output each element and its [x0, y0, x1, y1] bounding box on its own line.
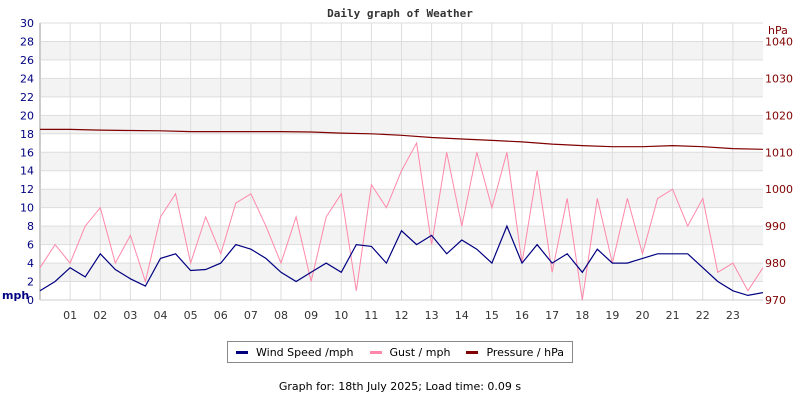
x-tick: 23 — [726, 309, 740, 322]
x-tick: 06 — [214, 309, 228, 322]
legend-swatch-wind — [236, 350, 248, 354]
x-tick: 19 — [605, 309, 619, 322]
x-tick: 16 — [515, 309, 529, 322]
legend-swatch-pressure — [466, 350, 479, 354]
y-tick-left: 8 — [27, 220, 34, 233]
y-tick-left: 28 — [20, 35, 34, 48]
legend-label: Pressure / hPa — [486, 345, 564, 359]
legend-label: Wind Speed /mph — [256, 345, 354, 359]
y-tick-right: 1020 — [765, 109, 793, 122]
y-tick-left: 20 — [20, 109, 34, 122]
y-axis-right-label: hPa — [768, 24, 788, 37]
series-line-gust — [39, 141, 764, 301]
y-tick-right: 990 — [765, 220, 786, 233]
x-tick: 12 — [395, 309, 409, 322]
y-tick-right: 1010 — [765, 146, 793, 159]
y-tick-left: 12 — [20, 183, 34, 196]
x-tick: 20 — [636, 309, 650, 322]
y-tick-left: 26 — [20, 54, 34, 67]
y-tick-left: 6 — [27, 239, 34, 252]
y-tick-left: 2 — [27, 276, 34, 289]
y-tick-right: 1030 — [765, 72, 793, 85]
legend-item-wind: Wind Speed /mph — [236, 346, 354, 359]
x-tick: 02 — [93, 309, 107, 322]
weather-chart: Daily graph of Weather 02468101214161820… — [2, 7, 793, 322]
chart-title: Daily graph of Weather — [327, 7, 473, 20]
x-tick: 08 — [274, 309, 288, 322]
legend-item-gust: Gust / mph — [369, 345, 451, 359]
x-tick: 03 — [123, 309, 137, 322]
y-tick-left: 18 — [20, 128, 34, 141]
x-tick: 17 — [545, 309, 559, 322]
x-tick: 04 — [154, 309, 168, 322]
y-tick-left: 14 — [20, 165, 34, 178]
x-tick: 18 — [575, 309, 589, 322]
x-tick: 07 — [244, 309, 258, 322]
x-tick: 15 — [485, 309, 499, 322]
legend-label: Gust / mph — [389, 345, 451, 359]
y-tick-right: 980 — [765, 257, 786, 270]
series-line-pressure — [40, 128, 764, 150]
footer-status: Graph for: 18th July 2025; Load time: 0.… — [278, 380, 522, 393]
legend-swatch-gust — [369, 350, 382, 354]
x-tick: 21 — [666, 309, 680, 322]
x-tick: 10 — [334, 309, 348, 322]
y-tick-left: 24 — [20, 72, 34, 85]
series-line-wind — [39, 224, 764, 297]
y-tick-left: 16 — [20, 146, 34, 159]
x-tick: 01 — [63, 309, 77, 322]
y-tick-right: 1000 — [765, 183, 793, 196]
y-tick-left: 4 — [27, 257, 34, 270]
x-tick: 05 — [184, 309, 198, 322]
y-axis-left-label: mph — [2, 289, 29, 302]
x-tick: 13 — [425, 309, 439, 322]
y-tick-right: 1040 — [765, 35, 793, 48]
y-tick-left: 22 — [20, 91, 34, 104]
x-tick: 11 — [364, 309, 378, 322]
legend-item-pressure: Pressure / hPa — [466, 346, 564, 359]
x-tick: 22 — [696, 309, 710, 322]
y-tick-left: 0 — [27, 294, 34, 307]
x-tick: 09 — [304, 309, 318, 322]
x-tick: 14 — [455, 309, 469, 322]
y-tick-left: 10 — [20, 202, 34, 215]
legend: Wind Speed /mph Gust / mph Pressure / hP… — [227, 341, 573, 363]
y-tick-left: 30 — [20, 17, 34, 30]
y-tick-right: 970 — [765, 294, 786, 307]
